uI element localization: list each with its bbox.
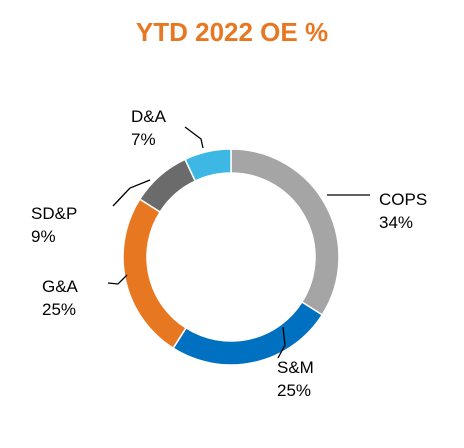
slice-sd-p <box>138 158 197 214</box>
slice-g-a <box>122 198 188 350</box>
slice-value-g-a: 25% <box>42 300 76 319</box>
slice-d-a <box>184 148 232 182</box>
slice-label-d-a: D&A <box>131 107 167 126</box>
leader-line-d-a <box>184 126 204 149</box>
leader-lines <box>107 126 370 359</box>
leader-line-s-m <box>277 326 286 359</box>
slice-label-sd-p: SD&P <box>31 204 77 223</box>
chart-title: YTD 2022 OE % <box>136 17 328 47</box>
slice-value-cops: 34% <box>379 213 413 232</box>
slice-label-s-m: S&M <box>277 358 314 377</box>
donut-slices <box>122 148 340 366</box>
slice-cops <box>230 148 340 316</box>
slice-label-cops: COPS <box>379 190 427 209</box>
slice-value-sd-p: 9% <box>31 227 56 246</box>
slice-value-s-m: 25% <box>277 381 311 400</box>
slice-value-d-a: 7% <box>131 130 156 149</box>
slice-labels: COPS 34% S&M 25% G&A 25% SD&P 9% D&A 7% <box>31 107 427 400</box>
leader-line-g-a <box>107 274 128 285</box>
slice-label-g-a: G&A <box>42 277 79 296</box>
leader-line-sd-p <box>112 179 151 207</box>
slice-s-m <box>172 300 324 366</box>
